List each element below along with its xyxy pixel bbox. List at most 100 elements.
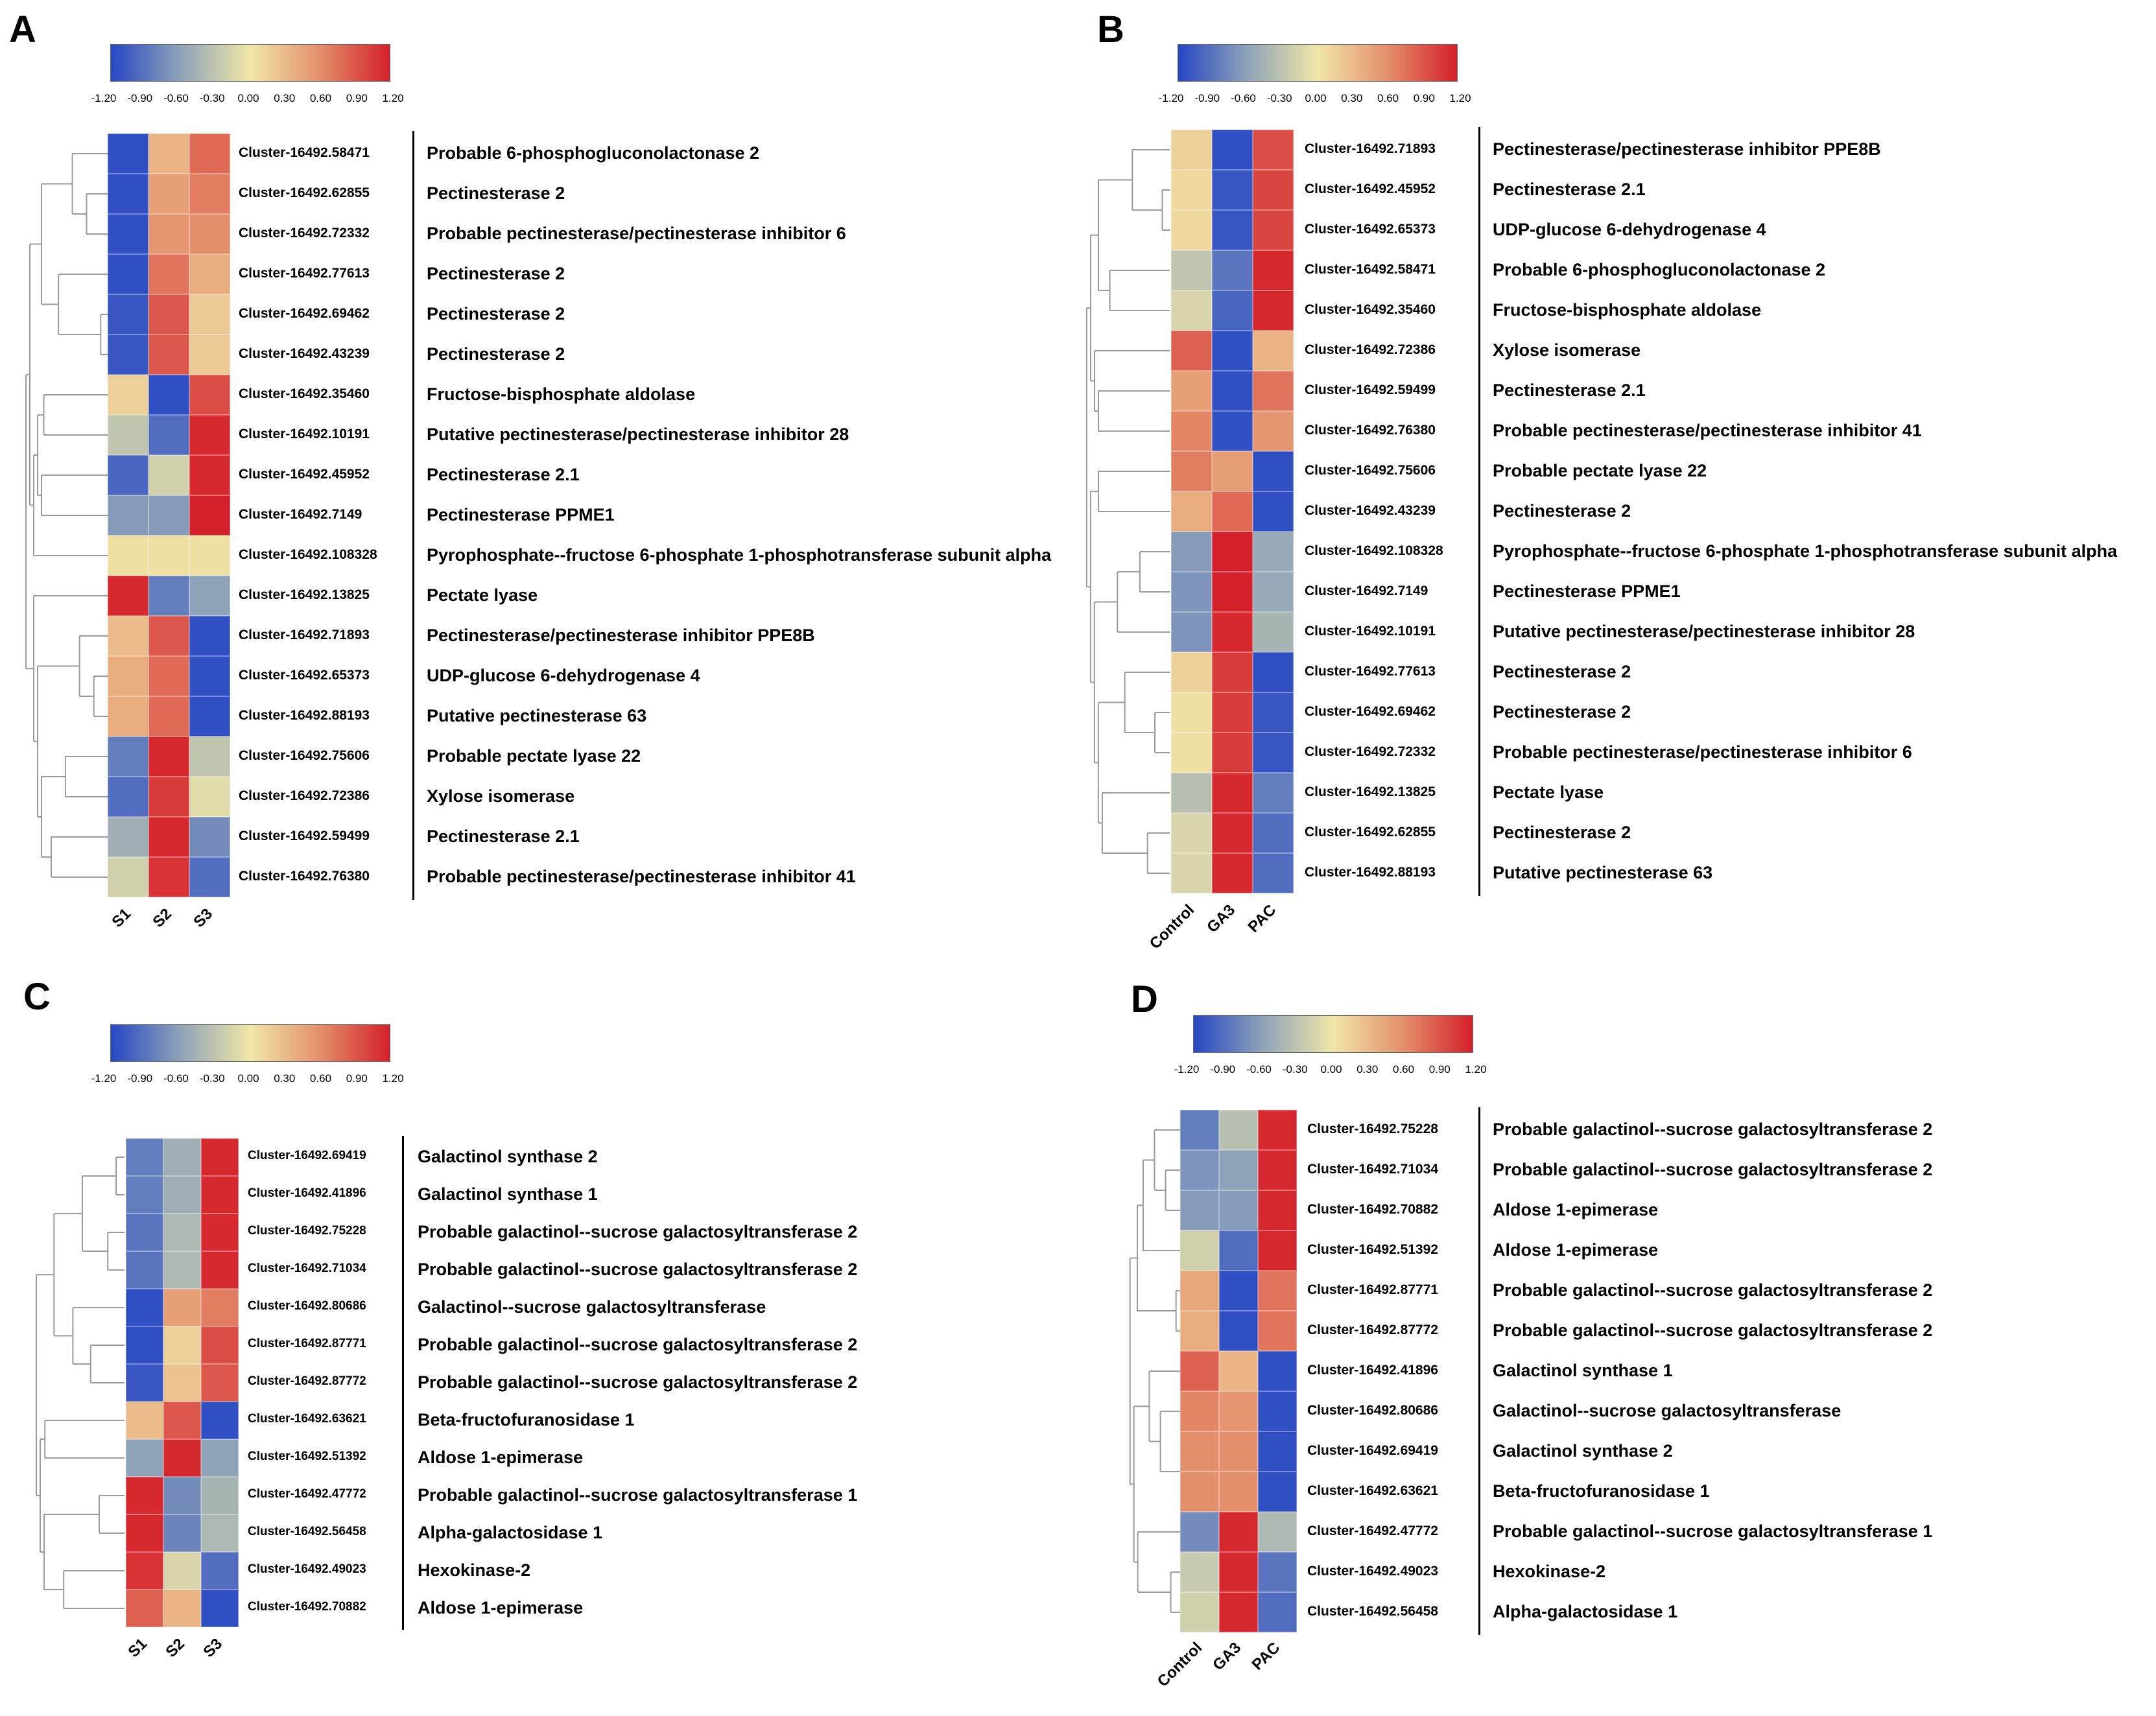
gene-name: Probable pectate lyase 22 (427, 746, 641, 766)
heatmap-cell (1171, 612, 1212, 652)
heatmap-cell (1171, 411, 1212, 451)
heatmap-cell (1180, 1472, 1219, 1512)
heatmap-cell (189, 777, 230, 817)
heatmap-cell (163, 1214, 201, 1251)
color-scale-tick: 0.90 (1428, 1063, 1451, 1075)
heatmap-cell (126, 1514, 163, 1552)
heatmap-cell (1219, 1391, 1258, 1431)
heatmap-cell (163, 1439, 201, 1477)
heatmap-cell (148, 857, 189, 897)
heatmap-cell (1258, 1110, 1297, 1150)
color-scale-tick: -1.20 (1174, 1063, 1200, 1075)
gene-name: Galactinol--sucrose galactosyltransferas… (418, 1297, 766, 1317)
cluster-id: Cluster-16492.70882 (248, 1600, 366, 1614)
gene-name: Probable galactinol--sucrose galactosylt… (1493, 1120, 1933, 1139)
heatmap-cell (126, 1326, 163, 1364)
color-scale-tick: 0.30 (274, 1072, 296, 1085)
gene-name: Galactinol--sucrose galactosyltransferas… (1493, 1401, 1842, 1420)
cluster-id: Cluster-16492.45952 (1305, 182, 1436, 196)
heatmap-cell (1212, 250, 1253, 290)
heatmap-cell (108, 857, 148, 897)
cluster-id: Cluster-16492.77613 (1305, 664, 1436, 679)
gene-name: Pectinesterase 2 (1493, 662, 1631, 681)
gene-name: Probable 6-phosphogluconolactonase 2 (1493, 260, 1826, 279)
heatmap-cell (163, 1552, 201, 1590)
cluster-id: Cluster-16492.76380 (239, 869, 370, 884)
cluster-id: Cluster-16492.35460 (1305, 302, 1436, 317)
heatmap-cell (1212, 692, 1253, 733)
color-scale-tick: -0.30 (1266, 92, 1292, 104)
heatmap-cell (108, 736, 148, 777)
cluster-id: Cluster-16492.71034 (248, 1262, 366, 1275)
heatmap-cell (201, 1477, 239, 1514)
heatmap-cell (1212, 532, 1253, 572)
heatmap-cell (189, 656, 230, 696)
cluster-id: Cluster-16492.69462 (1305, 704, 1436, 719)
heatmap-cell (1171, 572, 1212, 612)
heatmap-cell (1253, 170, 1294, 210)
heatmap-cell (1171, 210, 1212, 250)
heatmap-cell (1253, 130, 1294, 170)
heatmap-cell (201, 1251, 239, 1289)
gene-name: Alpha-galactosidase 1 (1493, 1602, 1678, 1621)
row-dendrogram (36, 1157, 124, 1609)
heatmap-cell (1212, 371, 1253, 411)
heatmap-cell (1180, 1431, 1219, 1472)
heatmap-cell (108, 817, 148, 857)
heatmap-cell (148, 134, 189, 174)
cluster-id: Cluster-16492.13825 (239, 587, 370, 602)
heatmap-cell (1212, 572, 1253, 612)
heatmap-cell (148, 777, 189, 817)
heatmap-cell (1180, 1592, 1219, 1632)
row-label-divider (1478, 127, 1480, 896)
heatmap-cell (1258, 1472, 1297, 1512)
cluster-id: Cluster-16492.72332 (239, 226, 370, 241)
color-scale-bar (110, 44, 390, 82)
cluster-id: Cluster-16492.10191 (239, 427, 370, 441)
heatmap-cell (108, 495, 148, 535)
cluster-id: Cluster-16492.80686 (1307, 1403, 1438, 1418)
heatmap-cell (1180, 1230, 1219, 1271)
gene-name: Pectinesterase 2.1 (427, 465, 580, 484)
heatmap-cell (1253, 331, 1294, 371)
cluster-id: Cluster-16492.35460 (239, 386, 370, 401)
gene-name: Galactinol synthase 2 (1493, 1441, 1673, 1461)
color-scale-tick: 0.00 (237, 92, 259, 104)
cluster-id: Cluster-16492.49023 (1307, 1564, 1438, 1579)
heatmap-cell (1180, 1271, 1219, 1311)
gene-name: Probable pectinesterase/pectinesterase i… (427, 224, 846, 243)
cluster-id: Cluster-16492.72386 (239, 788, 370, 803)
row-label-divider (1478, 1107, 1480, 1635)
heatmap-cell (201, 1514, 239, 1552)
gene-name: Galactinol synthase 1 (418, 1184, 598, 1204)
heatmap-cell (189, 696, 230, 736)
heatmap-cell (148, 294, 189, 335)
cluster-id: Cluster-16492.58471 (239, 145, 370, 160)
heatmap-cell (189, 415, 230, 455)
gene-name: UDP-glucose 6-dehydrogenase 4 (427, 666, 700, 685)
cluster-id: Cluster-16492.63621 (248, 1412, 366, 1426)
gene-name: Pectinesterase 2 (427, 304, 565, 323)
heatmap-cell (1253, 612, 1294, 652)
heatmap-cell (148, 576, 189, 616)
row-label-divider (402, 1136, 404, 1630)
gene-name: Fructose-bisphosphate aldolase (1493, 300, 1762, 320)
color-scale-tick: -0.90 (1194, 92, 1220, 104)
cluster-id: Cluster-16492.51392 (248, 1450, 366, 1463)
heatmap-cell (1180, 1351, 1219, 1391)
heatmap-cell (1212, 290, 1253, 331)
color-scale-tick: -0.30 (199, 1072, 225, 1085)
heatmap-cell (108, 656, 148, 696)
gene-name: Beta-fructofuranosidase 1 (1493, 1481, 1710, 1501)
gene-name: Probable galactinol--sucrose galactosylt… (1493, 1321, 1933, 1340)
heatmap-cell (148, 174, 189, 214)
cluster-id: Cluster-16492.41896 (1307, 1363, 1438, 1378)
heatmap-cell (108, 335, 148, 375)
cluster-id: Cluster-16492.71893 (1305, 141, 1436, 156)
heatmap-cell (1180, 1391, 1219, 1431)
heatmap-cell (108, 375, 148, 415)
gene-name: Pectinesterase 2 (1493, 702, 1631, 722)
heatmap-cell (1212, 612, 1253, 652)
heatmap-cell (1219, 1190, 1258, 1230)
cluster-id: Cluster-16492.75228 (248, 1224, 366, 1238)
